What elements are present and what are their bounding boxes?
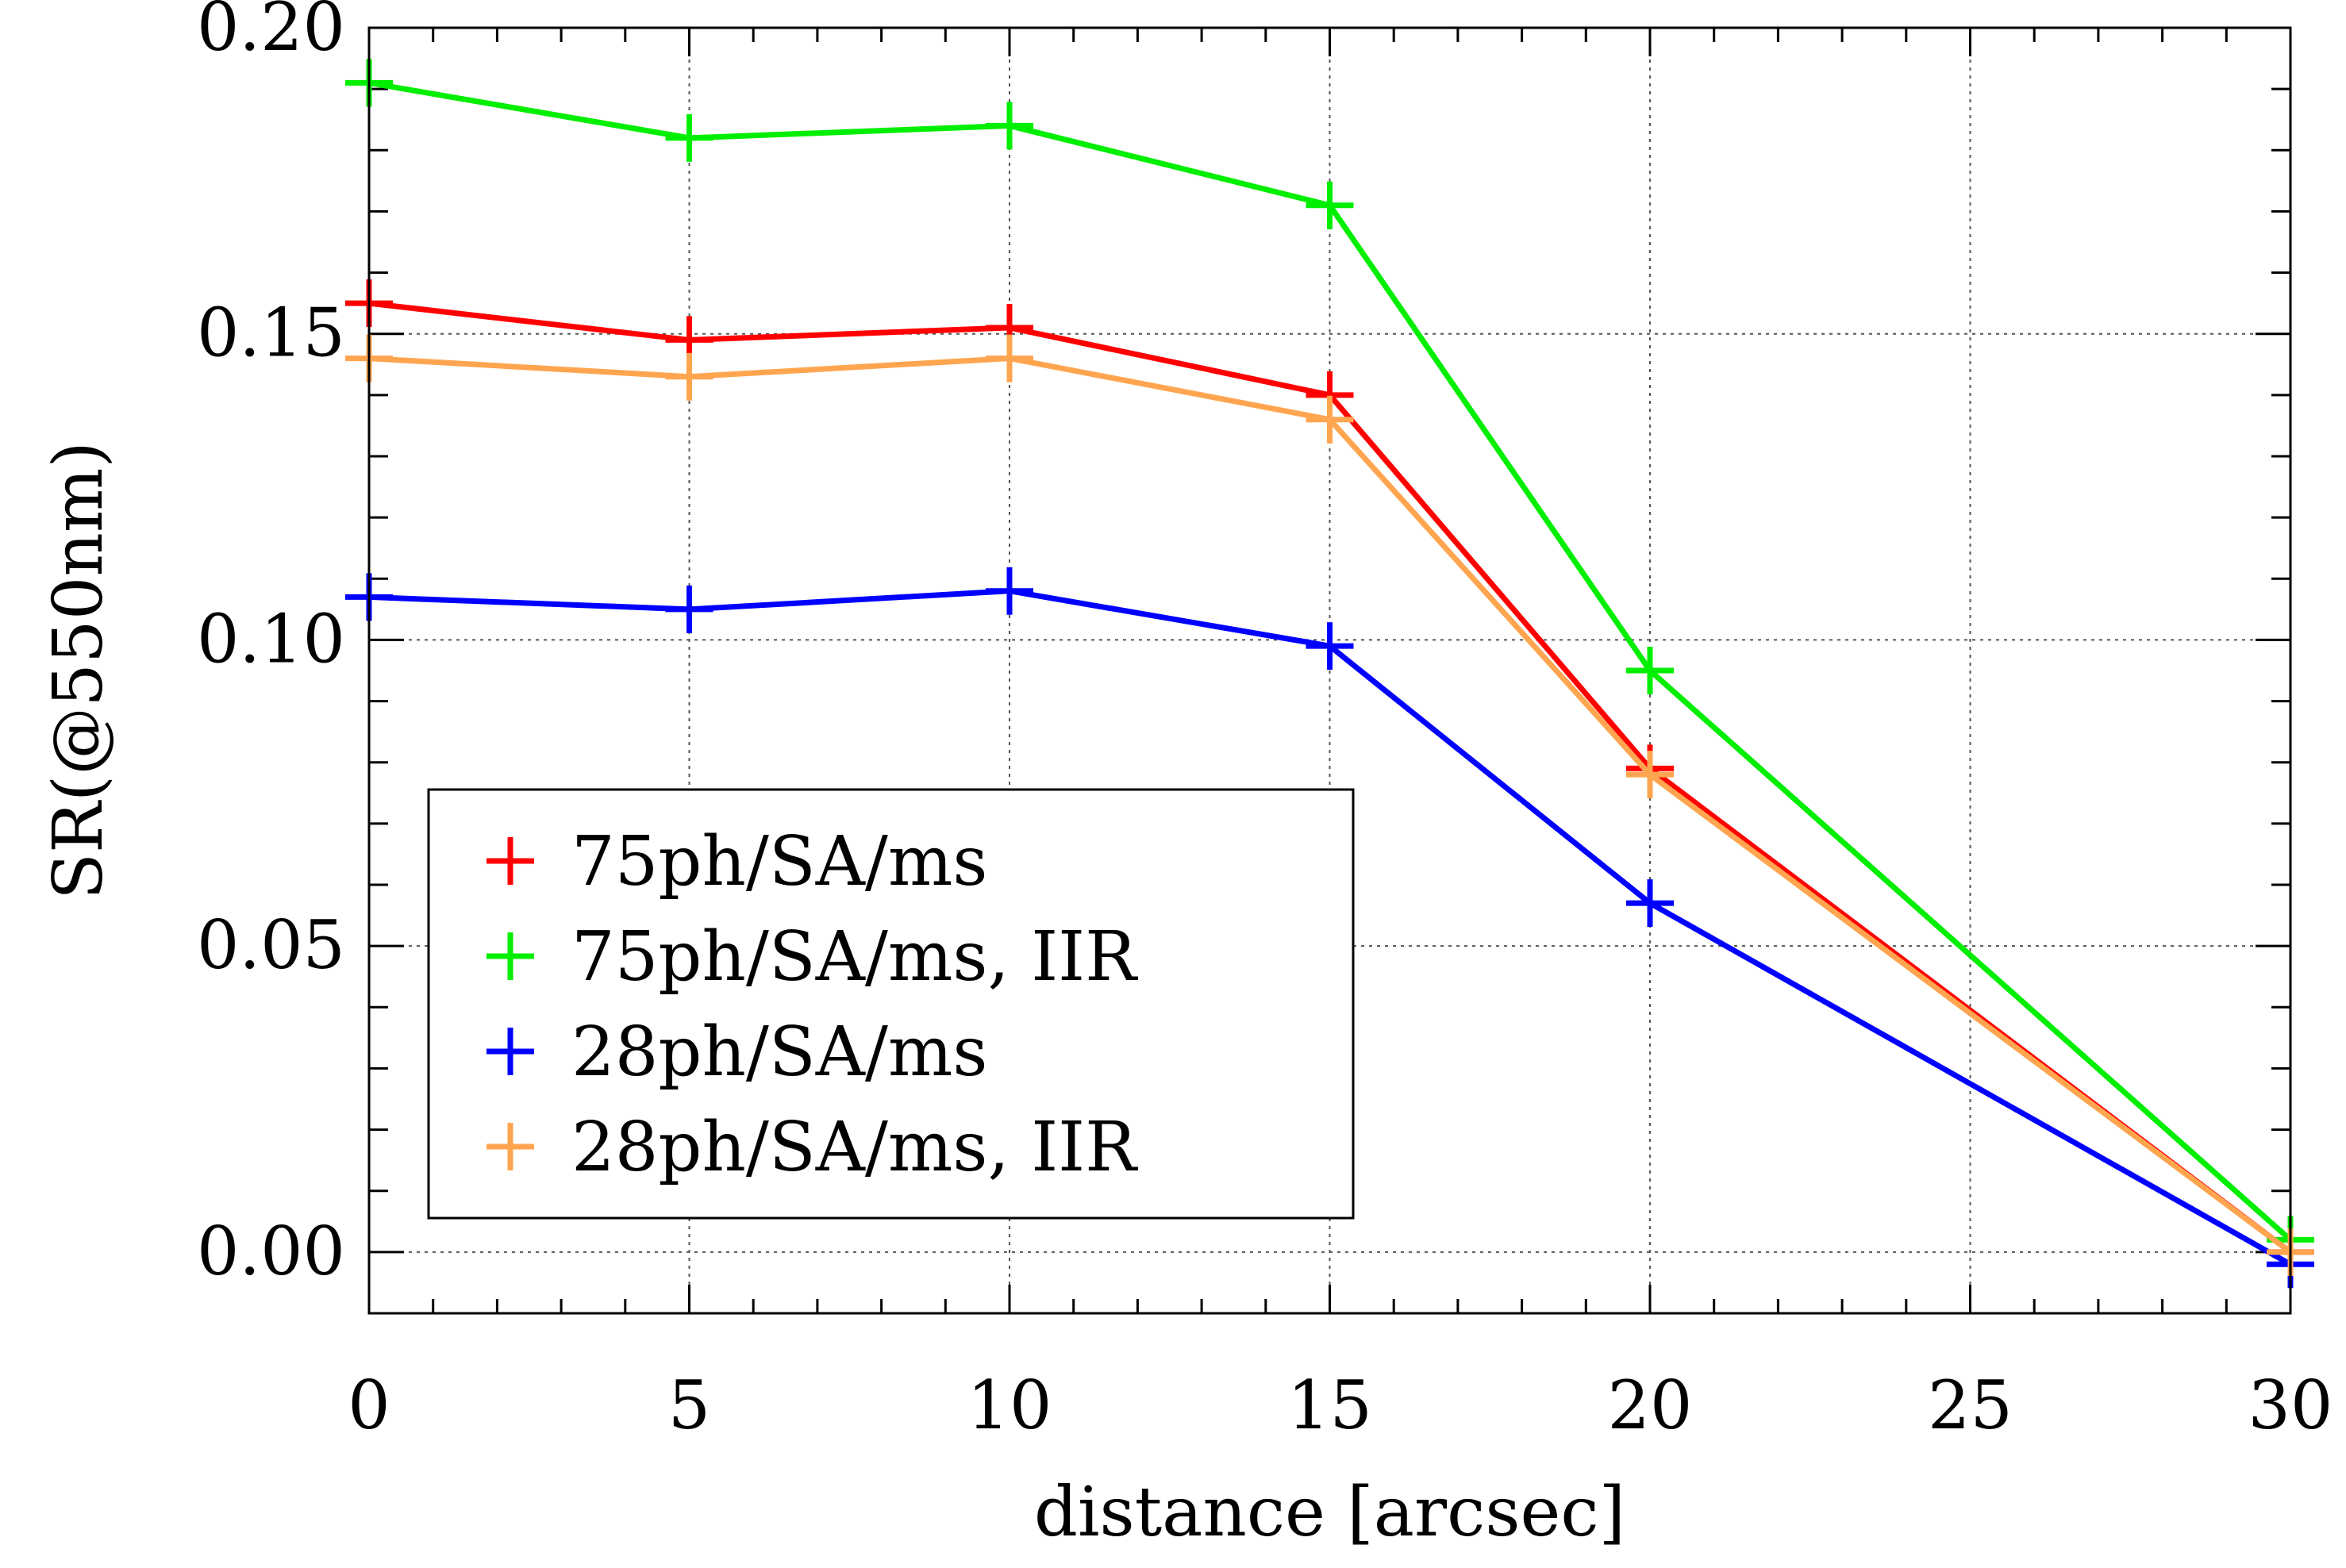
- legend-marker: [487, 1123, 534, 1170]
- x-tick-label: 25: [1928, 1366, 2013, 1444]
- x-tick-label: 15: [1287, 1366, 1372, 1444]
- series-layer: [345, 59, 2314, 1289]
- legend-marker: [487, 932, 534, 980]
- data-point-marker: [986, 102, 1033, 150]
- data-point-marker: [1626, 647, 1674, 694]
- legend-label: 28ph/SA/ms, IIR: [571, 1108, 1138, 1187]
- y-tick-label: 0.05: [197, 906, 345, 984]
- data-point-marker: [986, 334, 1033, 382]
- x-tick-label: 30: [2248, 1366, 2333, 1444]
- series-line: [368, 588, 2292, 1267]
- plot-frame: [367, 26, 2292, 1315]
- legend-marker: [487, 837, 534, 885]
- axis-ticks: [367, 26, 2292, 1315]
- x-tick-label: 20: [1608, 1366, 1693, 1444]
- data-point-marker: [1626, 879, 1674, 928]
- legend-label: 75ph/SA/ms, IIR: [571, 917, 1138, 997]
- legend-label: 75ph/SA/ms: [571, 822, 988, 901]
- data-point-marker: [665, 113, 713, 162]
- series-28ph-sa-ms-iir: [345, 334, 2314, 1276]
- x-tick-label: 10: [967, 1366, 1052, 1444]
- x-tick-label: 0: [348, 1366, 390, 1444]
- x-axis-label: distance [arcsec]: [1034, 1473, 1625, 1552]
- legend: 75ph/SA/ms 75ph/SA/ms, IIR 28ph/SA/ms 28ph/…: [427, 788, 1355, 1220]
- y-tick-label: 0.20: [197, 0, 345, 66]
- data-point-marker: [1306, 181, 1354, 229]
- data-point-marker: [665, 585, 713, 633]
- data-point-marker: [1306, 622, 1354, 671]
- y-tick-label: 0.00: [197, 1213, 345, 1290]
- y-tick-label: 0.10: [197, 600, 345, 678]
- data-point-marker: [1306, 395, 1354, 444]
- series-line: [368, 300, 2293, 1255]
- series-line: [368, 355, 2293, 1255]
- y-tick-label: 0.15: [197, 294, 345, 372]
- tick-labels: 0 5 10 15 20 25 30 0.00 0.05 0.10 0.15 0.20: [197, 0, 2333, 1444]
- data-point-marker: [665, 352, 713, 401]
- data-point-marker: [1626, 751, 1674, 799]
- legend-box: [427, 788, 1355, 1220]
- legend-marker: [487, 1028, 534, 1075]
- y-axis-label: SR(@550nm): [39, 441, 118, 900]
- data-point-marker: [986, 567, 1033, 615]
- legend-label: 28ph/SA/ms: [571, 1013, 988, 1092]
- x-tick-label: 5: [668, 1366, 710, 1444]
- series-line: [368, 79, 2293, 1243]
